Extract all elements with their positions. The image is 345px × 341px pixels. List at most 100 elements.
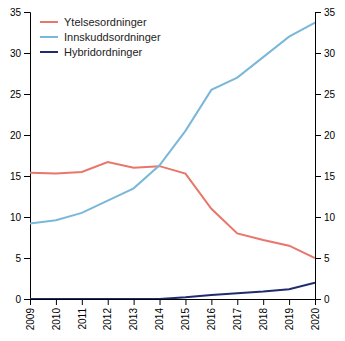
tick: 2010 — [51, 299, 62, 330]
tick-mark — [24, 258, 30, 259]
tick-label: 20 — [324, 130, 336, 141]
tick: 35 — [315, 7, 336, 18]
tick-label: 2012 — [102, 308, 113, 331]
tick: 2016 — [206, 299, 217, 330]
tick: 15 — [315, 171, 336, 182]
tick-label: 25 — [324, 89, 336, 100]
tick-label: 2011 — [77, 308, 88, 330]
tick-label: 35 — [324, 7, 336, 18]
legend-item: Innskuddsordninger — [40, 31, 161, 43]
tick-mark — [24, 176, 30, 177]
tick: 2019 — [284, 299, 295, 330]
tick-mark — [24, 135, 30, 136]
plot: 2009201020112012201320142015201620172018… — [10, 7, 336, 331]
lines — [30, 23, 315, 299]
tick-mark — [24, 94, 30, 95]
legend-label: Hybridordninger — [64, 46, 143, 58]
tick-mark — [211, 299, 212, 305]
tick: 15 — [10, 171, 30, 182]
tick-label: 25 — [10, 89, 22, 100]
tick-mark — [315, 53, 321, 54]
tick-mark — [108, 299, 109, 305]
legend-swatch — [40, 36, 58, 38]
tick-mark — [315, 258, 321, 259]
tick-label: 5 — [15, 253, 21, 264]
tick: 2015 — [180, 299, 191, 330]
legend-swatch — [40, 21, 58, 23]
tick: 25 — [10, 89, 30, 100]
tick: 2014 — [154, 299, 165, 330]
tick: 2009 — [25, 299, 36, 330]
tick: 0 — [15, 294, 30, 305]
tick: 25 — [315, 89, 336, 100]
axis-line — [31, 300, 316, 306]
chart: 2009201020112012201320142015201620172018… — [0, 0, 345, 341]
tick: 2018 — [258, 299, 269, 330]
tick: 2017 — [232, 299, 243, 330]
tick-label: 2020 — [310, 308, 321, 331]
legend-label: Ytelsesordninger — [64, 16, 147, 28]
y-axis: 0 5 10 15 20 25 30 35 — [10, 7, 31, 305]
tick: 2020 — [310, 299, 321, 330]
tick: 0 — [315, 294, 330, 305]
tick-label: 30 — [324, 48, 336, 59]
tick-label: 2010 — [51, 308, 62, 331]
tick-mark — [24, 299, 30, 300]
tick-label: 2015 — [180, 308, 191, 331]
legend-item: Hybridordninger — [40, 46, 143, 58]
tick-label: 2013 — [128, 308, 139, 331]
tick: 2013 — [128, 299, 139, 330]
tick-mark — [24, 12, 30, 13]
tick: 30 — [10, 48, 30, 59]
tick-mark — [315, 12, 321, 13]
x-axis: 2009 2010 2011 2012 2013 2014 2015 2016 2017 2018… — [25, 299, 321, 330]
tick-mark — [263, 299, 264, 305]
tick-mark — [82, 299, 83, 305]
tick-mark — [315, 176, 321, 177]
tick-label: 2017 — [232, 308, 243, 331]
tick-mark — [289, 299, 290, 305]
tick-label: 20 — [10, 130, 22, 141]
tick-mark — [315, 299, 321, 300]
legend-item: Ytelsesordninger — [40, 16, 147, 28]
tick-mark — [24, 53, 30, 54]
tick-mark — [237, 299, 238, 305]
tick-label: 0 — [15, 294, 21, 305]
legend-swatch — [40, 51, 58, 53]
tick-label: 15 — [10, 171, 22, 182]
tick-label: 5 — [324, 253, 330, 264]
legend: Ytelsesordninger Innskuddsordninger Hybrid… — [40, 16, 161, 58]
series-line — [30, 283, 315, 299]
tick-label: 2019 — [284, 308, 295, 331]
tick-label: 2016 — [206, 308, 217, 331]
tick-mark — [185, 299, 186, 305]
tick: 35 — [10, 7, 30, 18]
tick-label: 30 — [10, 48, 22, 59]
series-line — [30, 162, 315, 258]
tick: 5 — [315, 253, 330, 264]
tick-mark — [160, 299, 161, 305]
tick-mark — [315, 135, 321, 136]
tick: 30 — [315, 48, 336, 59]
tick-mark — [56, 299, 57, 305]
y2-axis: 0 5 10 15 20 25 30 35 — [315, 7, 336, 305]
tick-mark — [315, 217, 321, 218]
axis-line — [24, 13, 31, 300]
tick: 20 — [315, 130, 336, 141]
tick: 20 — [10, 130, 30, 141]
tick-label: 10 — [10, 212, 22, 223]
series-line — [30, 23, 315, 224]
tick-label: 10 — [324, 212, 336, 223]
tick-mark — [315, 94, 321, 95]
tick-label: 2009 — [25, 308, 36, 331]
tick-label: 2014 — [154, 308, 165, 331]
tick: 10 — [10, 212, 30, 223]
tick: 10 — [315, 212, 336, 223]
tick-label: 15 — [324, 171, 336, 182]
tick: 2011 — [77, 299, 88, 330]
axis-line — [316, 13, 322, 300]
tick-label: 0 — [324, 294, 330, 305]
tick-mark — [134, 299, 135, 305]
tick-label: 35 — [10, 7, 22, 18]
tick-label: 2018 — [258, 308, 269, 331]
